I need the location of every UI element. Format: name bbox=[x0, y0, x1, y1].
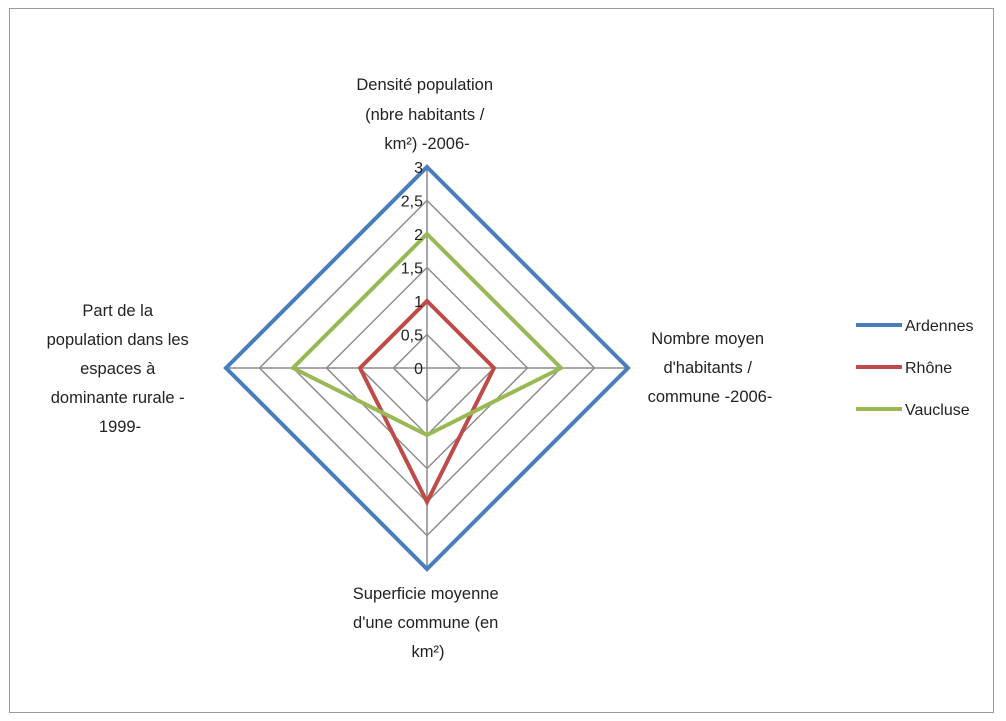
legend-label-vaucluse: Vaucluse bbox=[905, 402, 970, 419]
series-line-rhne bbox=[357, 298, 497, 507]
tick-labels: 0 0,5 1 1,5 2 2,5 3 bbox=[401, 160, 423, 378]
tick-label-2: 1 bbox=[414, 294, 423, 311]
legend-item-rhone: Rhône bbox=[856, 360, 952, 377]
tick-label-1: 0,5 bbox=[401, 328, 423, 345]
series-layer bbox=[223, 164, 631, 572]
tick-label-6: 3 bbox=[414, 160, 423, 177]
series-line-ardennes bbox=[223, 164, 631, 572]
axis-label-left: Part de la population dans les espaces à… bbox=[47, 302, 194, 436]
axis-label-right: Nombre moyen d'habitants / commune -2006… bbox=[648, 330, 773, 406]
tick-label-3: 1,5 bbox=[401, 261, 423, 278]
chart-frame bbox=[9, 8, 994, 713]
axis-label-top: Densité population (nbre habitants / km²… bbox=[356, 76, 497, 153]
series-line-vaucluse bbox=[289, 231, 565, 438]
tick-label-0: 0 bbox=[414, 361, 423, 378]
legend-label-rhone: Rhône bbox=[905, 360, 952, 377]
legend: Ardennes Rhône Vaucluse bbox=[856, 318, 974, 419]
grid-layer bbox=[224, 165, 630, 571]
axis-label-bottom: Superficie moyenne d'une commune (en km²… bbox=[353, 585, 503, 661]
tick-label-4: 2 bbox=[414, 227, 423, 244]
legend-item-vaucluse: Vaucluse bbox=[856, 402, 970, 419]
legend-item-ardennes: Ardennes bbox=[856, 318, 974, 335]
legend-label-ardennes: Ardennes bbox=[905, 318, 974, 335]
tick-label-5: 2,5 bbox=[401, 194, 423, 211]
